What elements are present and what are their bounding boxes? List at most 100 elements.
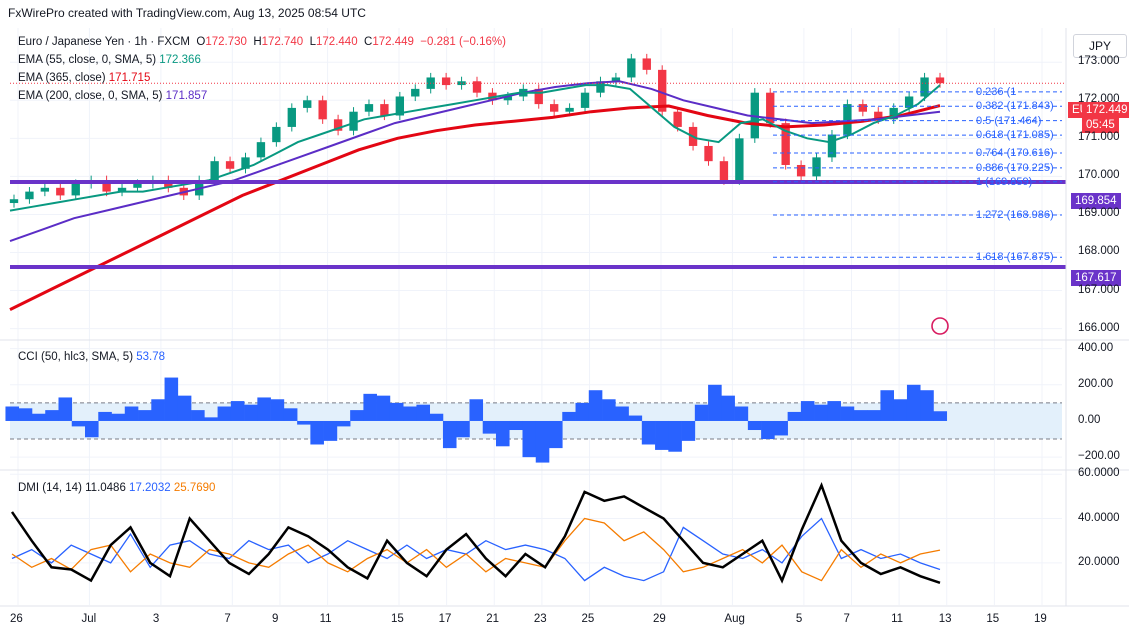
candle-body bbox=[874, 111, 883, 120]
cci-bar bbox=[814, 404, 828, 421]
cci-bar bbox=[191, 410, 205, 421]
x-tick-label: 11 bbox=[319, 613, 332, 625]
legend-ema200-value: 171.857 bbox=[165, 90, 208, 102]
cci-bar bbox=[575, 402, 590, 421]
candle-body bbox=[210, 161, 219, 181]
cci-pane[interactable] bbox=[5, 377, 1062, 463]
x-tick-label: 15 bbox=[986, 613, 1000, 625]
candle-body bbox=[241, 157, 250, 169]
cci-bar bbox=[442, 420, 457, 449]
cci-bar bbox=[840, 406, 855, 421]
candle-body bbox=[303, 100, 312, 108]
cci-bar bbox=[456, 420, 470, 438]
cci-bar bbox=[588, 390, 603, 421]
x-tick-label: 17 bbox=[438, 613, 452, 625]
cci-bar bbox=[893, 399, 908, 421]
cci-bar bbox=[933, 411, 948, 421]
dmi-pane[interactable] bbox=[10, 481, 941, 584]
candle-body bbox=[827, 134, 837, 158]
price-tag: 172.449 bbox=[1082, 102, 1129, 118]
cci-bar bbox=[469, 399, 484, 421]
cci-bar bbox=[535, 420, 550, 463]
candle-body bbox=[287, 107, 296, 127]
y-tick-label: 20.0000 bbox=[1078, 555, 1120, 568]
cci-bar bbox=[283, 408, 298, 421]
cci-bar bbox=[641, 420, 656, 445]
cci-bar bbox=[85, 420, 99, 438]
legend-cci[interactable]: CCI (50, hlc3, SMA, 5) 53.78 bbox=[18, 350, 165, 364]
candle-body bbox=[673, 111, 682, 127]
legend-ema200[interactable]: EMA (200, close, 0, SMA, 5) 171.857 bbox=[18, 89, 207, 103]
legend-h: 172.740 bbox=[261, 36, 304, 48]
y-tick-label: 0.00 bbox=[1078, 413, 1101, 426]
candle-body bbox=[796, 164, 806, 177]
candle-body bbox=[766, 92, 775, 124]
x-tick-label: 25 bbox=[581, 613, 595, 625]
legend-c-label: C bbox=[364, 36, 373, 48]
candle-body bbox=[256, 142, 266, 158]
legend-ema55[interactable]: EMA (55, close, 0, SMA, 5) 172.366 bbox=[18, 53, 201, 67]
cci-bar bbox=[549, 420, 563, 449]
y-tick-label: 170.000 bbox=[1078, 169, 1120, 182]
legend-o-label: O bbox=[196, 36, 206, 48]
cci-bar bbox=[495, 420, 510, 447]
price-pane[interactable] bbox=[9, 53, 1066, 335]
candle-body bbox=[318, 100, 327, 120]
cci-bar bbox=[31, 413, 46, 421]
cci-bar bbox=[694, 404, 709, 421]
countdown-tag: 05:45 bbox=[1082, 117, 1119, 133]
cci-bar bbox=[177, 395, 192, 421]
cci-bar bbox=[5, 406, 20, 421]
legend-ema200-label: EMA (200, close, 0, SMA, 5) bbox=[18, 90, 163, 102]
cci-bar bbox=[615, 406, 629, 421]
ema200-line bbox=[9, 104, 941, 311]
x-tick-label: 11 bbox=[891, 613, 904, 625]
candle-body bbox=[349, 111, 358, 131]
candle-body bbox=[858, 104, 868, 112]
x-tick-label: 15 bbox=[391, 613, 404, 625]
fib-level-label: 0.886 (170.225) bbox=[976, 161, 1054, 174]
legend-cci-value: 53.78 bbox=[136, 351, 166, 363]
cci-bar bbox=[522, 420, 537, 458]
candle-body bbox=[272, 126, 281, 143]
candle-body bbox=[395, 96, 405, 116]
cci-bar bbox=[867, 410, 881, 421]
legend-h-label: H bbox=[253, 36, 262, 48]
candle-body bbox=[9, 199, 19, 204]
candle-body bbox=[889, 107, 898, 120]
cci-bar bbox=[336, 420, 351, 427]
legend-dmi-minus: 25.7690 bbox=[173, 482, 216, 494]
cci-bar bbox=[761, 420, 775, 440]
legend-ema55-label: EMA (55, close, 0, SMA, 5) bbox=[18, 54, 157, 66]
x-tick-label: 7 bbox=[224, 613, 231, 625]
currency-button[interactable]: JPY bbox=[1073, 34, 1127, 58]
x-tick-label: 23 bbox=[533, 613, 547, 625]
cci-bar bbox=[98, 411, 112, 421]
legend-ema365[interactable]: EMA (365, close) 171.715 bbox=[18, 71, 150, 85]
y-tick-label: 40.0000 bbox=[1078, 511, 1120, 524]
legend-dmi[interactable]: DMI (14, 14) 11.0486 17.2032 25.7690 bbox=[18, 481, 215, 495]
cci-bar bbox=[906, 384, 921, 421]
candle-body bbox=[40, 187, 50, 192]
candle-body bbox=[719, 161, 729, 181]
cci-bar bbox=[204, 417, 218, 421]
cci-bar bbox=[244, 404, 258, 421]
candle-body bbox=[843, 104, 852, 135]
candle-body bbox=[812, 157, 821, 177]
cci-bar bbox=[310, 420, 324, 445]
cci-bar bbox=[323, 420, 338, 441]
x-tick-label: 7 bbox=[843, 613, 850, 625]
legend-symbol-row: Euro / Japanese Yen · 1h · FXCM O172.730… bbox=[18, 35, 506, 49]
x-tick-label: 26 bbox=[10, 613, 23, 625]
candle-body bbox=[364, 104, 374, 112]
x-tick-label: 29 bbox=[652, 613, 666, 625]
legend-l-label: L bbox=[309, 36, 317, 48]
ema365-line bbox=[9, 80, 941, 243]
y-tick-label: 167.000 bbox=[1078, 283, 1120, 296]
support-tag-1: 169.854 bbox=[1071, 193, 1121, 209]
fib-level-label: 1.272 (168.986) bbox=[976, 208, 1054, 221]
legend-symbol[interactable]: Euro / Japanese Yen · 1h · FXCM bbox=[18, 36, 190, 48]
legend-dmi-plus: 17.2032 bbox=[129, 482, 171, 494]
candle-body bbox=[102, 180, 111, 192]
